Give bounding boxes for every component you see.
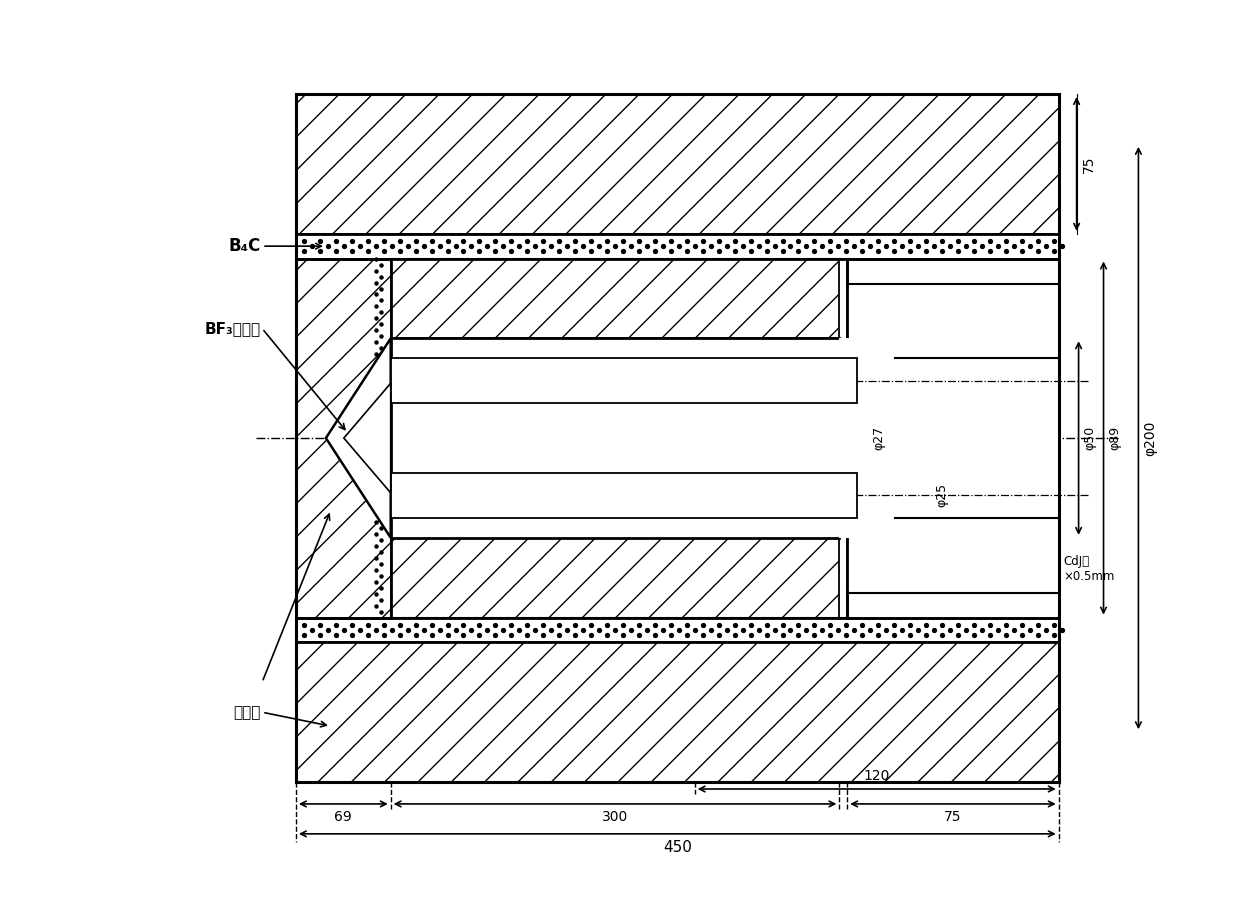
Bar — [391, 258, 839, 339]
Text: BF₃计数管: BF₃计数管 — [205, 320, 262, 336]
Text: 120: 120 — [863, 769, 890, 783]
Bar — [391, 339, 839, 538]
Bar — [296, 258, 391, 617]
Bar — [391, 383, 839, 493]
Text: CdJ片
×0.5mm: CdJ片 ×0.5mm — [1064, 554, 1115, 582]
Bar — [296, 234, 1059, 258]
Bar — [847, 593, 1059, 617]
Bar — [391, 473, 857, 518]
Text: 300: 300 — [601, 810, 629, 824]
Text: φ27: φ27 — [872, 426, 885, 450]
Text: φ89: φ89 — [1109, 426, 1121, 450]
Polygon shape — [343, 383, 391, 493]
Bar — [391, 538, 839, 617]
Text: 75: 75 — [944, 810, 962, 824]
Bar — [391, 358, 857, 404]
Text: 450: 450 — [663, 840, 692, 855]
Bar — [296, 643, 1059, 782]
Text: φ50: φ50 — [1084, 426, 1096, 450]
Bar — [296, 617, 1059, 643]
Bar — [847, 258, 1059, 284]
Bar — [296, 94, 1059, 234]
Text: B₄C: B₄C — [229, 237, 262, 255]
Text: 聚乙烯: 聚乙烯 — [233, 705, 262, 719]
Text: 69: 69 — [335, 810, 352, 824]
Bar — [839, 339, 894, 538]
Polygon shape — [326, 339, 391, 538]
Bar — [847, 284, 1059, 593]
Text: φ25: φ25 — [935, 483, 949, 508]
Text: φ200: φ200 — [1143, 420, 1157, 456]
Bar — [847, 258, 1059, 617]
Text: 75: 75 — [1081, 155, 1096, 173]
